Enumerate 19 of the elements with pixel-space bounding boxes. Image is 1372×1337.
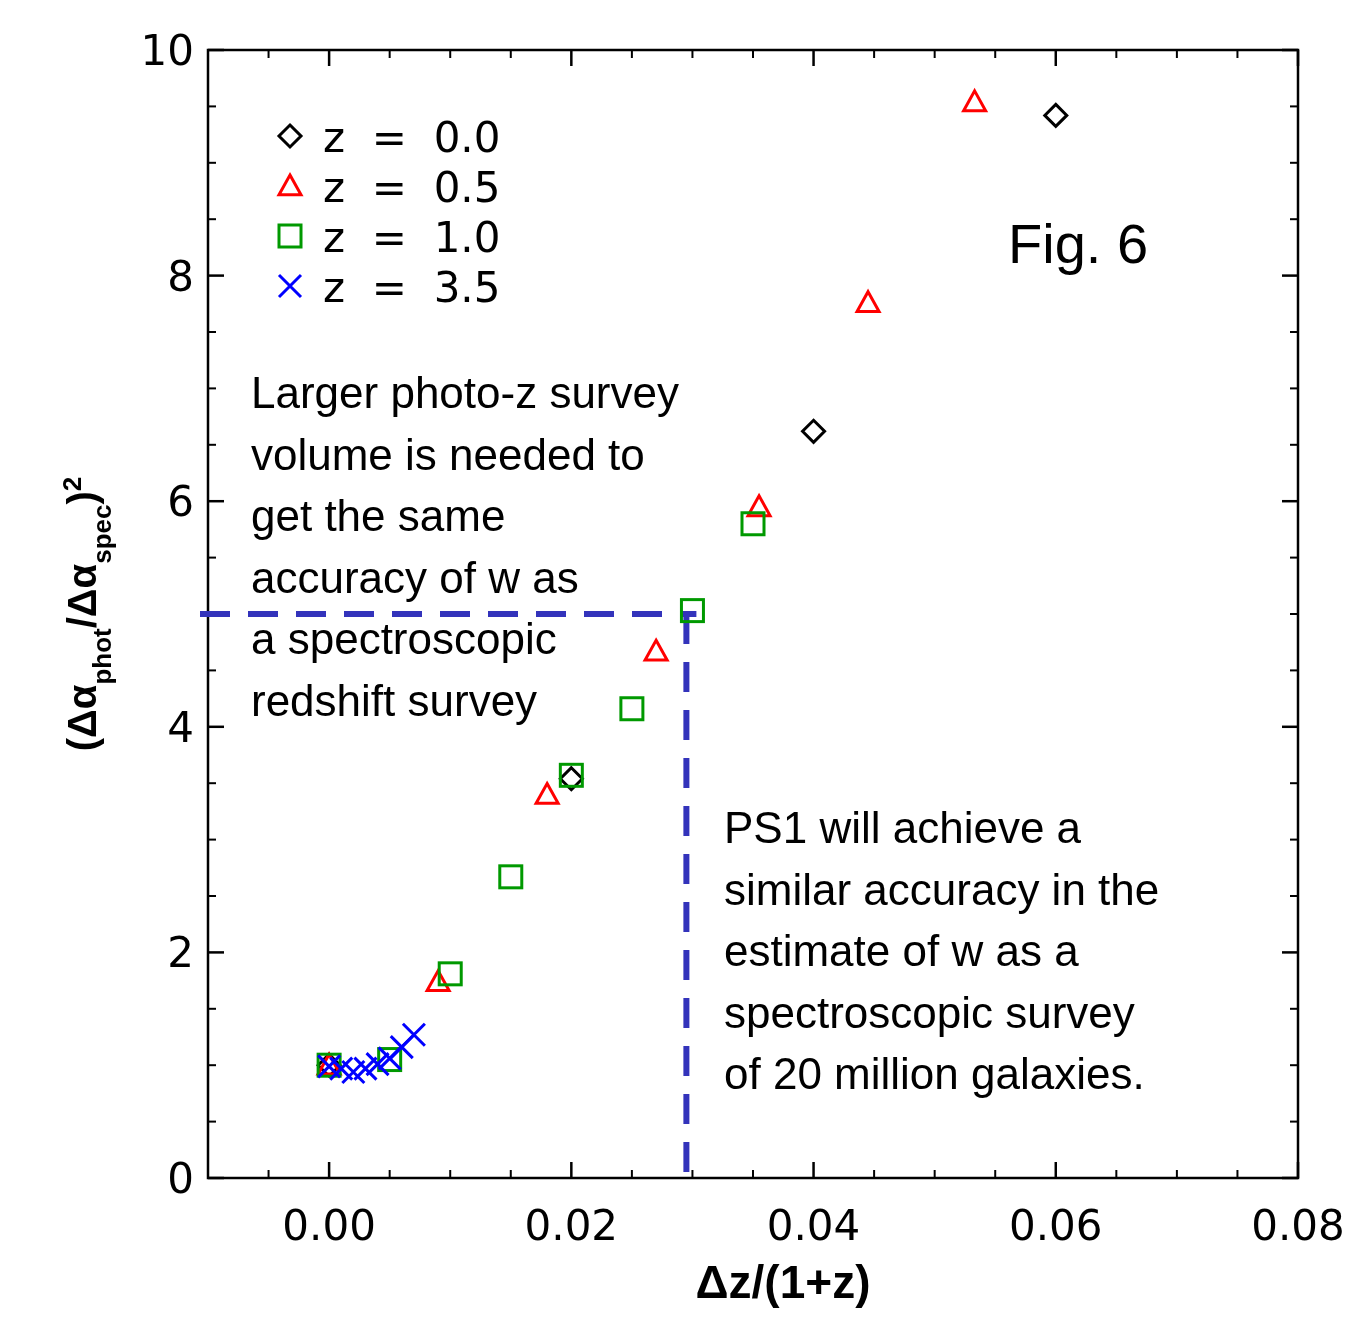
x-tick-label: 0.02: [524, 1201, 619, 1250]
y-tick-label: 4: [167, 702, 194, 752]
x-tick-label: 0.08: [1251, 1201, 1345, 1250]
legend-label: z = 0.5: [323, 163, 501, 212]
x-tick-label: 0.06: [1009, 1201, 1103, 1250]
legend-label: z = 1.0: [323, 213, 501, 262]
annotation: PS1 will achieve a similar accuracy in the estimate of w as a spectroscopic survey of 20 million galaxies.: [724, 803, 1160, 1099]
x-tick-label: 0.04: [766, 1201, 861, 1250]
y-tick-label: 2: [167, 928, 194, 978]
y-tick-label: 10: [140, 26, 194, 75]
annotation: Larger photo-z survey volume is needed to get the same accuracy of w as a spectroscopic redshift survey: [251, 368, 679, 725]
x-axis-title: Δz/(1+z): [695, 1256, 871, 1308]
annotation: Fig. 6: [1008, 212, 1149, 275]
y-tick-label: 6: [167, 477, 194, 527]
legend-label: z = 0.0: [323, 113, 501, 162]
y-tick-label: 8: [167, 251, 194, 301]
x-tick-label: 0.00: [282, 1201, 376, 1250]
y-tick-label: 0: [167, 1154, 194, 1203]
legend-label: z = 3.5: [323, 263, 501, 312]
